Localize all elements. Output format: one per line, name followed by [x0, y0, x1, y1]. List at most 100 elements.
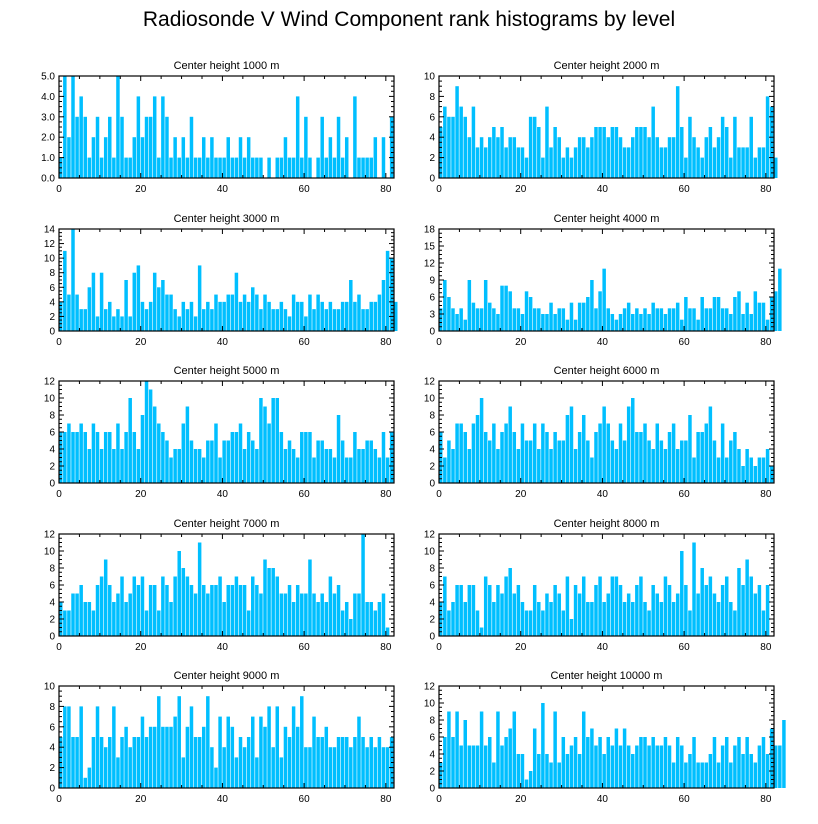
histogram-bar [483, 745, 488, 788]
panel-1: Center height 1000 m 0 20 40 60 80 0.0 1.0 2.0 3.… [41, 60, 395, 195]
histogram-bar [283, 309, 288, 331]
histogram-bar [279, 432, 284, 483]
histogram-bar [242, 294, 247, 331]
histogram-bar [201, 457, 206, 483]
histogram-bar [120, 449, 124, 483]
histogram-bar [537, 127, 541, 178]
histogram-bar [246, 137, 251, 178]
histogram-bar [340, 157, 345, 178]
panel-4: Center height 4000 m 0 20 40 60 80 0 3 6 9 12 15 18 [424, 213, 782, 348]
histogram-bar [210, 309, 214, 331]
x-tick-label: 80 [380, 489, 392, 500]
panel-title: Center height 8000 m [554, 518, 660, 530]
histogram-bar [688, 308, 692, 331]
histogram-bar [602, 406, 606, 483]
histogram-bar [295, 301, 300, 331]
histogram-bar [696, 593, 700, 636]
histogram-bar [492, 762, 496, 788]
histogram-bar [455, 711, 459, 788]
histogram-bar [496, 585, 500, 636]
histogram-bar [336, 415, 341, 483]
histogram-bar [287, 157, 292, 178]
histogram-bar [300, 301, 304, 331]
histogram-bar [197, 737, 202, 788]
histogram-bar [692, 137, 696, 178]
histogram-bar [238, 137, 243, 178]
histogram-bar [500, 745, 504, 788]
x-tick-label: 20 [515, 794, 527, 805]
histogram-bar [357, 294, 361, 331]
histogram-bar [618, 745, 623, 788]
histogram-bar [516, 754, 521, 788]
histogram-bar [185, 157, 190, 178]
histogram-bar [745, 737, 749, 788]
histogram-bar [647, 610, 651, 636]
y-tick-label: 14 [44, 225, 56, 236]
histogram-bar [757, 457, 762, 483]
y-tick-label: 3 [429, 310, 435, 321]
panel-title: Center height 3000 m [174, 213, 280, 225]
histogram-bar [643, 423, 647, 483]
x-tick-label: 60 [299, 489, 311, 500]
histogram-bar [680, 551, 684, 636]
y-tick-label: 2 [429, 615, 435, 626]
histogram-bar [381, 432, 386, 483]
panel-title: Center height 2000 m [554, 60, 660, 72]
histogram-bar [655, 593, 660, 636]
y-tick-label: 10 [424, 394, 436, 405]
histogram-bar [112, 449, 116, 483]
histogram-bar [471, 302, 476, 331]
histogram-bar [132, 576, 137, 636]
histogram-bar [463, 720, 467, 788]
histogram-bar [492, 308, 496, 331]
histogram-bar [332, 593, 337, 636]
y-tick-label: 8 [49, 702, 55, 713]
histogram-bar [782, 720, 786, 788]
histogram-bar [373, 610, 378, 636]
y-tick-label: 10 [44, 254, 56, 265]
histogram-bar [214, 294, 218, 331]
y-tick-label: 0 [49, 632, 55, 643]
histogram-bar [369, 301, 373, 331]
histogram-bar [385, 747, 390, 788]
histogram-bar [79, 706, 83, 788]
histogram-bar [144, 309, 149, 331]
histogram-bar [528, 297, 533, 331]
histogram-bar [483, 576, 488, 636]
y-tick-label: 9 [429, 276, 435, 287]
histogram-bar [332, 747, 337, 788]
histogram-bar [193, 157, 198, 178]
histogram-bar [459, 423, 463, 483]
histogram-bar [471, 423, 476, 483]
histogram-bar [496, 137, 500, 178]
histogram-bar [451, 737, 455, 788]
x-tick-label: 40 [597, 337, 609, 348]
histogram-bar [377, 457, 382, 483]
histogram-bar [635, 127, 639, 178]
x-tick-label: 80 [380, 642, 392, 653]
histogram-bar [488, 302, 492, 331]
histogram-bar [157, 610, 161, 636]
histogram-bar [116, 76, 120, 178]
x-tick-label: 60 [299, 337, 311, 348]
histogram-bar [140, 716, 145, 788]
y-tick-label: 0 [429, 174, 435, 185]
histogram-bar [598, 291, 602, 331]
histogram-bar [651, 302, 655, 331]
histogram-bar [381, 747, 386, 788]
histogram-bar [83, 777, 87, 788]
histogram-bar [63, 432, 67, 483]
histogram-bar [651, 585, 655, 636]
y-tick-label: 6 [49, 428, 55, 439]
histogram-bar [774, 157, 778, 178]
histogram-bar [222, 157, 226, 178]
histogram-bar [492, 127, 496, 178]
histogram-bar [116, 423, 120, 483]
histogram-bar [594, 308, 598, 331]
histogram-bar [483, 280, 488, 331]
histogram-bar [87, 157, 92, 178]
histogram-bar [667, 308, 672, 331]
histogram-bar [680, 319, 684, 331]
histogram-bar [144, 381, 149, 483]
histogram-bar [545, 106, 549, 178]
